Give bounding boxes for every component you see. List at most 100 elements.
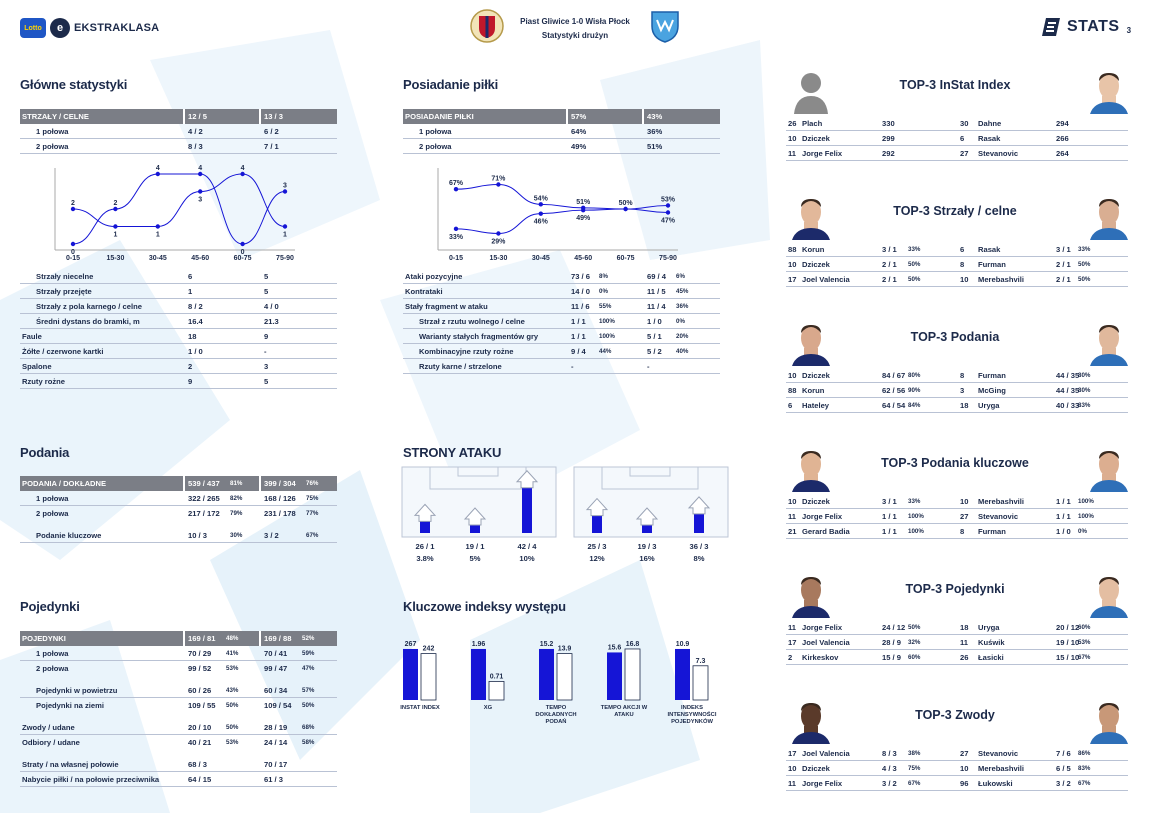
table-row: Stały fragment w ataku 11 / 6 55% 11 / 4 36% [403, 299, 720, 314]
player-value: 3 / 1 [882, 245, 897, 254]
attack-side-value: 19 / 1 5% [455, 541, 495, 565]
match-subtitle: Statystyki drużyn [541, 31, 609, 40]
index-label: INSTAT INDEX [400, 705, 440, 711]
player-value: 28 / 9 [882, 638, 901, 647]
table-cell: 2 połowa [419, 142, 452, 151]
player-name: Dziczek [802, 764, 830, 773]
player-name: Dziczek [802, 497, 830, 506]
table-cell: Stały fragment w ataku [405, 302, 488, 311]
player-value: 84 / 67 [882, 371, 906, 380]
table-cell: 49% [571, 142, 587, 151]
table-cell: 5 / 1 [647, 332, 662, 341]
player-number: 26 [788, 119, 797, 128]
data-point [282, 224, 288, 229]
player-name: Merebashvili [978, 497, 1025, 506]
index-value: 15.6 [608, 644, 622, 651]
table-cell: 100% [599, 333, 615, 340]
player-name: Plach [802, 119, 823, 128]
player-pct: 33% [908, 246, 921, 253]
table-cell: 217 / 172 [188, 509, 220, 518]
player-pct: 80% [1078, 387, 1091, 394]
table-row: Rzuty karne / strzelone - - [403, 359, 720, 374]
table-cell: 61 / 3 [264, 775, 283, 784]
attack-bar [592, 515, 602, 533]
player-number: 10 [960, 497, 969, 506]
table-cell: Faule [22, 332, 42, 341]
player-value: 62 / 56 [882, 386, 906, 395]
attack-pct: 12% [589, 554, 605, 563]
attack-arrow-icon [635, 507, 659, 526]
table-cell: 57% [302, 687, 315, 694]
data-label: 0 [71, 249, 75, 256]
player-pct: 33% [908, 498, 921, 505]
attack-count: 19 / 3 [637, 542, 657, 551]
player-pct: 90% [908, 387, 921, 394]
player-photo-away [1090, 703, 1128, 744]
data-point [70, 241, 76, 247]
player-value: 15 / 9 [882, 653, 901, 662]
brand-text: EKSTRAKLASA [74, 22, 160, 34]
player-number: 17 [788, 275, 797, 284]
data-label: 3 [198, 197, 202, 204]
attack-pct: 8% [693, 554, 705, 563]
table-row: 10 Dziczek 299 6 Rasak 266 [786, 131, 1128, 146]
table-cell: 68% [302, 724, 315, 731]
match-title: Piast Gliwice 1-0 Wisła Płock Statystyki… [470, 15, 680, 43]
player-value: 1 / 1 [1056, 497, 1071, 506]
player-name: Joel Valencia [802, 275, 850, 284]
header-label: POJEDYNKI [22, 634, 66, 643]
table-row: Nabycie piłki / na połowie przeciwnika 64… [20, 772, 337, 787]
table-cell: 4 / 0 [264, 302, 279, 311]
index-bar-team2 [624, 648, 641, 701]
tick-label: 75-90 [276, 255, 294, 262]
player-name: Jorge Felix [802, 512, 843, 521]
index-bar-team1 [607, 652, 622, 700]
table-cell: Strzał z rzutu wolnego / celne [419, 317, 525, 326]
table-row: 1 połowa 322 / 265 82% 168 / 126 75% [20, 491, 337, 506]
header-label: POSIADANIE PIŁKI [405, 112, 474, 121]
player-number: 11 [960, 638, 969, 647]
possession-chart: 67% 71% 54% 51% 50% 53% 33% 29% 46% 49% 47% 0-15 15-… [437, 168, 678, 262]
index-label: XG [483, 705, 493, 711]
table-cell: Nabycie piłki / na połowie przeciwnika [22, 775, 160, 784]
table-cell: 28 / 19 [264, 723, 288, 732]
table-row: 2 połowa 217 / 172 79% 231 / 178 77% [20, 506, 337, 521]
league-brand: Lotto e EKSTRAKLASA [20, 18, 159, 38]
table-cell: 55% [599, 303, 612, 310]
attack-arrow-icon [463, 507, 487, 526]
data-point [113, 206, 118, 212]
table-cell: 5 [264, 377, 269, 386]
data-point [198, 189, 203, 194]
table-row: 1 połowa 64% 36% [403, 124, 720, 139]
player-number: 27 [960, 149, 969, 158]
attack-arrow-icon [687, 496, 711, 515]
table-cell: 21.3 [264, 317, 279, 326]
tick-label: 0-15 [66, 255, 80, 262]
table-cell: 81% [230, 480, 243, 487]
player-name: Korun [802, 245, 825, 254]
table-cell: 2 [188, 362, 193, 371]
index-bar-team2 [488, 681, 505, 701]
page-header: Lotto e EKSTRAKLASA Piast Gliwice 1-0 Wi… [0, 0, 1150, 60]
table-cell: 60 / 26 [188, 686, 212, 695]
player-number: 18 [960, 623, 969, 632]
player-pct: 75% [908, 765, 921, 772]
index-label: TEMPO AKCJI W ATAKU [600, 705, 648, 718]
data-point [70, 206, 76, 212]
player-name: Uryga [978, 401, 1000, 410]
table-row: Straty / na własnej połowie 68 / 3 70 / 17 [20, 757, 337, 772]
table-cell: 1 połowa [419, 127, 452, 136]
index-bar-team2 [420, 653, 437, 701]
team1-value: 539 / 437 [188, 479, 220, 488]
table-row: Pojedynki w powietrzu 60 / 26 43% 60 / 34 57… [20, 683, 337, 698]
player-name: Merebashvili [978, 764, 1025, 773]
table-row: Strzały przejęte 1 5 [20, 284, 337, 299]
top3-title: TOP-3 InStat Index [899, 78, 1011, 92]
player-name: Hateley [802, 401, 830, 410]
player-photo-home [792, 325, 830, 366]
player-value: 266 [1056, 134, 1069, 143]
table-row: 17 Joel Valencia 8 / 3 38% 27 Stevanovic 7 / 6… [786, 746, 1128, 761]
player-name: Kirkeskov [802, 653, 839, 662]
attack-side-value: 42 / 4 10% [507, 541, 547, 565]
table-header: POSIADANIE PIŁKI 57% 43% [403, 109, 720, 124]
